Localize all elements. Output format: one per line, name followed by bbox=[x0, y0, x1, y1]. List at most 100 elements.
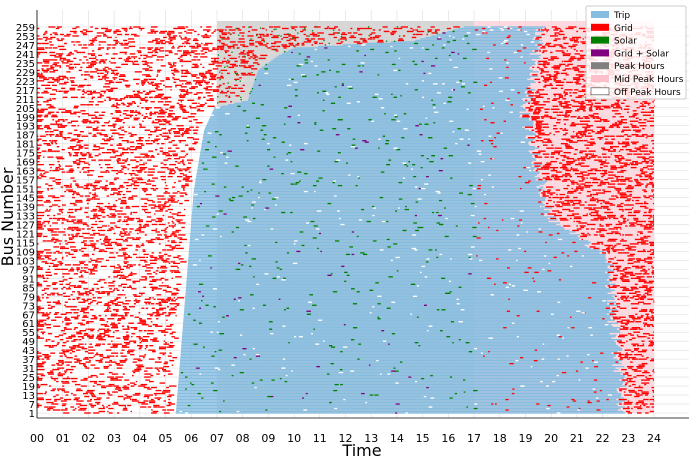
grid-charge bbox=[133, 184, 140, 187]
mid-trip-charge bbox=[503, 120, 506, 122]
grid-charge bbox=[80, 153, 87, 155]
grid-charge bbox=[187, 116, 195, 118]
grid-charge bbox=[107, 404, 111, 407]
grid-charge bbox=[39, 174, 44, 176]
grid-charge bbox=[624, 353, 633, 356]
grid-charge bbox=[643, 404, 646, 407]
mid-trip-charge bbox=[231, 374, 234, 377]
grid-charge bbox=[192, 138, 199, 140]
grid-charge bbox=[559, 196, 565, 199]
grid-charge bbox=[191, 66, 199, 69]
grid-charge bbox=[528, 108, 533, 110]
grid-charge bbox=[50, 65, 53, 67]
mid-trip-charge bbox=[252, 102, 256, 104]
grid-charge bbox=[175, 147, 180, 149]
grid-charge bbox=[209, 75, 217, 78]
mid-trip-charge bbox=[302, 75, 307, 78]
grid-charge bbox=[154, 258, 160, 260]
mid-trip-charge bbox=[199, 202, 203, 205]
grid-charge bbox=[118, 143, 122, 145]
grid-charge bbox=[651, 406, 654, 408]
grid-charge bbox=[111, 150, 119, 152]
grid-charge bbox=[77, 270, 79, 272]
grid-charge bbox=[556, 193, 558, 196]
grid-charge bbox=[631, 343, 639, 345]
grid-charge bbox=[78, 339, 82, 341]
grid-charge bbox=[85, 328, 87, 330]
grid-charge bbox=[171, 277, 174, 280]
grid-charge bbox=[643, 282, 653, 284]
grid-charge bbox=[164, 361, 169, 363]
grid-charge bbox=[639, 286, 648, 288]
mid-trip-charge bbox=[290, 211, 293, 214]
grid-charge bbox=[569, 95, 572, 97]
mid-trip-charge bbox=[414, 63, 418, 66]
grid-charge bbox=[89, 403, 93, 405]
grid-charge bbox=[624, 349, 632, 351]
grid-charge bbox=[41, 261, 48, 263]
grid-charge bbox=[578, 131, 587, 133]
grid-charge bbox=[129, 135, 134, 137]
grid-charge bbox=[37, 358, 41, 360]
trip-bar bbox=[184, 309, 618, 311]
grid-charge bbox=[66, 228, 74, 230]
grid-charge bbox=[107, 376, 114, 378]
grid-charge bbox=[640, 178, 649, 181]
grid-charge bbox=[62, 382, 70, 384]
mid-trip-charge bbox=[562, 337, 564, 339]
grid-charge bbox=[76, 403, 82, 405]
grid-charge bbox=[643, 195, 647, 197]
grid-charge bbox=[562, 201, 565, 203]
grid-charge bbox=[83, 187, 90, 190]
mid-trip-charge bbox=[287, 116, 292, 118]
grid-charge bbox=[627, 412, 633, 414]
grid-charge bbox=[640, 295, 647, 297]
grid-charge bbox=[620, 273, 624, 275]
mid-trip-charge bbox=[275, 204, 277, 206]
mid-trip-charge bbox=[468, 138, 471, 140]
grid-charge bbox=[77, 140, 84, 142]
mid-trip-charge bbox=[338, 96, 341, 98]
mid-trip-charge bbox=[340, 223, 345, 226]
trip-bar bbox=[185, 288, 611, 290]
mid-trip-charge bbox=[303, 409, 308, 411]
grid-charge bbox=[124, 60, 132, 63]
trip-bar bbox=[193, 195, 540, 197]
mid-trip-charge bbox=[394, 114, 398, 116]
trip-bar bbox=[183, 318, 611, 320]
mid-trip-charge bbox=[422, 96, 425, 98]
grid-charge bbox=[121, 277, 127, 280]
grid-charge bbox=[620, 102, 625, 104]
grid-charge bbox=[638, 400, 644, 402]
grid-charge bbox=[106, 138, 114, 140]
grid-charge bbox=[644, 370, 648, 372]
grid-charge bbox=[563, 151, 571, 154]
grid-charge bbox=[630, 163, 639, 166]
grid-charge bbox=[88, 153, 92, 155]
grid-charge bbox=[171, 292, 179, 294]
grid-charge bbox=[612, 116, 616, 118]
grid-charge bbox=[126, 219, 134, 221]
grid-charge bbox=[82, 232, 90, 235]
mid-trip-charge bbox=[488, 350, 490, 353]
grid-charge bbox=[135, 96, 142, 98]
grid-charge bbox=[144, 202, 148, 205]
mid-trip-charge bbox=[492, 157, 495, 160]
grid-charge bbox=[79, 160, 86, 163]
grid-charge bbox=[625, 144, 630, 146]
grid-charge bbox=[152, 297, 154, 299]
grid-charge bbox=[176, 247, 184, 250]
grid-charge bbox=[43, 156, 45, 158]
mid-trip-charge bbox=[350, 339, 355, 341]
grid-charge bbox=[82, 119, 89, 121]
grid-charge bbox=[55, 166, 60, 169]
grid-charge bbox=[43, 90, 48, 92]
mid-trip-charge bbox=[321, 71, 326, 73]
grid-charge bbox=[115, 226, 121, 229]
grid-charge bbox=[581, 135, 584, 137]
grid-charge bbox=[595, 107, 601, 109]
grid-charge bbox=[130, 134, 137, 136]
grid-charge bbox=[133, 383, 137, 386]
grid-charge bbox=[598, 160, 606, 163]
grid-charge bbox=[140, 198, 149, 200]
